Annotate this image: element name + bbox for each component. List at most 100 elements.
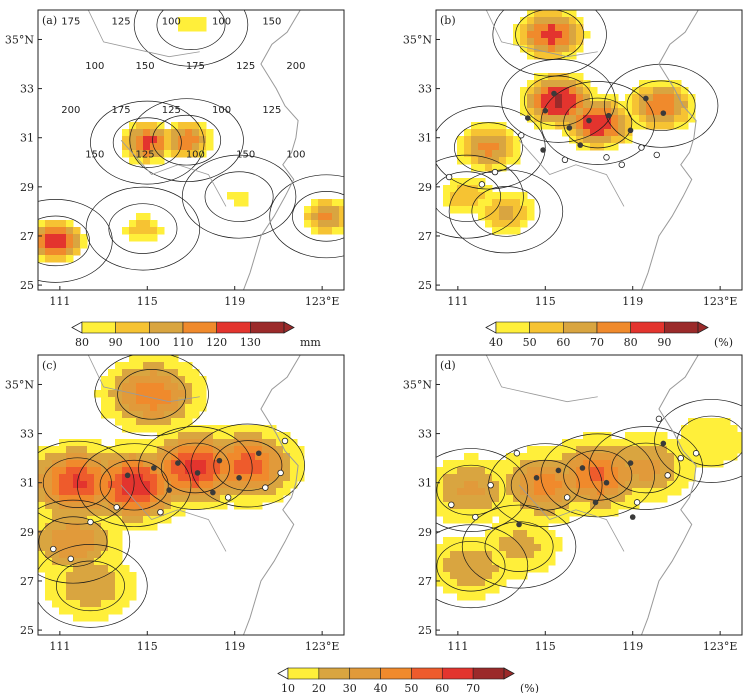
field-cell [590,439,598,447]
field-cell [450,481,458,489]
field-cell [52,565,60,573]
field-cell [632,453,640,461]
field-cell [646,432,654,440]
field-cell [471,488,479,496]
field-cell [611,481,619,489]
field-cell [157,474,165,482]
field-cell [450,495,458,503]
field-cell [597,136,605,144]
field-cell [59,537,67,545]
field-cell [478,122,486,130]
station-filled-marker [629,514,636,520]
contour-label: 125 [236,61,255,72]
field-cell [220,481,228,489]
field-cell [178,143,186,151]
field-cell [164,369,172,377]
field-cell [527,115,535,123]
field-cell [548,537,556,545]
field-cell [59,593,67,601]
field-cell [171,143,179,151]
field-cell [618,136,626,144]
field-cell [548,502,556,510]
field-cell [115,453,123,461]
field-cell [485,516,493,524]
field-cell [730,453,738,461]
field-cell [143,418,151,426]
field-cell [94,614,102,622]
field-cell [611,129,619,137]
field-cell [534,31,542,39]
field-cell [562,509,570,517]
field-cell [527,38,535,46]
field-cell [269,453,277,461]
field-cell [527,544,535,552]
contour-line [138,426,253,510]
field-cell [213,467,221,475]
field-cell [171,474,179,482]
field-cell [646,460,654,468]
colorbar-unit: (%) [714,336,733,349]
field-cell [38,453,46,461]
field-cell [115,565,123,573]
field-cell [478,136,486,144]
field-cell [157,467,165,475]
field-cell [457,474,465,482]
field-cell [192,143,200,151]
field-cell [157,383,165,391]
field-cell [66,600,74,608]
field-cell [108,565,116,573]
field-cell [45,509,53,517]
field-cell [241,192,249,200]
contour-line [190,423,306,508]
field-cell [513,136,521,144]
field-cell [220,432,228,440]
field-cell [576,45,584,53]
field-cell [527,530,535,538]
field-cell [115,523,123,531]
field-cell [171,467,179,475]
field-cell [115,593,123,601]
field-cell [709,453,717,461]
field-cell [457,185,465,193]
station-filled-marker [660,440,667,447]
field-cell [199,383,207,391]
field-cell [499,199,507,207]
field-cell [513,551,521,559]
field-cell [122,143,130,151]
field-cell [45,446,53,454]
contour-label: 175 [186,61,205,72]
field-cell [171,150,179,158]
field-cell [185,425,193,433]
field-cell [178,432,186,440]
field-cell [115,572,123,580]
field-cell [506,467,514,475]
field-cell [562,17,570,25]
field-cell [164,150,172,158]
field-cell [639,481,647,489]
field-cell [562,502,570,510]
field-cell [38,255,46,263]
field-cell [506,523,514,531]
field-cell [157,495,165,503]
contour-line [204,171,274,222]
field-cell [143,383,151,391]
field-cell [185,453,193,461]
field-cell [527,94,535,102]
field-cell [485,530,493,538]
field-cell [157,143,165,151]
contour-label: 125 [262,105,281,116]
field-cell [513,199,521,207]
field-cell [234,192,242,200]
field-cell [80,502,88,510]
field-cell [625,446,633,454]
contour-label: 125 [136,149,155,160]
field-cell [115,495,123,503]
field-cell [646,101,654,109]
field-cell [227,474,235,482]
field-cell [115,369,123,377]
field-cell [101,600,109,608]
field-cell [157,369,165,377]
field-cell [646,439,654,447]
field-cell [499,192,507,200]
